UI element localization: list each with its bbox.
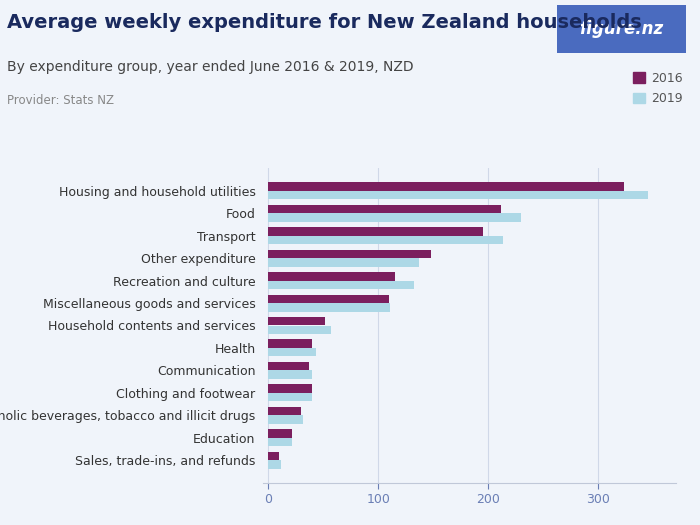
- Bar: [268, 362, 309, 370]
- Bar: [268, 236, 503, 244]
- Bar: [268, 295, 389, 303]
- Bar: [268, 429, 292, 438]
- Bar: [268, 213, 522, 222]
- Bar: [268, 407, 301, 415]
- Bar: [268, 438, 292, 446]
- Bar: [268, 272, 395, 281]
- Bar: [268, 326, 331, 334]
- Bar: [268, 384, 312, 393]
- Bar: [268, 452, 279, 460]
- Bar: [268, 370, 312, 379]
- Text: figure.nz: figure.nz: [579, 20, 664, 38]
- Bar: [268, 227, 483, 236]
- Text: Provider: Stats NZ: Provider: Stats NZ: [7, 94, 114, 108]
- Bar: [268, 182, 624, 191]
- Bar: [268, 250, 431, 258]
- Bar: [268, 258, 419, 267]
- Bar: [268, 460, 281, 469]
- Bar: [268, 340, 312, 348]
- Legend: 2016, 2019: 2016, 2019: [633, 72, 683, 106]
- Text: By expenditure group, year ended June 2016 & 2019, NZD: By expenditure group, year ended June 20…: [7, 60, 414, 75]
- Bar: [268, 317, 326, 326]
- Bar: [268, 191, 648, 200]
- Bar: [268, 348, 316, 356]
- Bar: [268, 393, 312, 401]
- Bar: [268, 205, 501, 213]
- Bar: [268, 303, 391, 311]
- Text: Average weekly expenditure for New Zealand households: Average weekly expenditure for New Zeala…: [7, 13, 642, 32]
- Bar: [268, 281, 414, 289]
- Bar: [268, 415, 303, 424]
